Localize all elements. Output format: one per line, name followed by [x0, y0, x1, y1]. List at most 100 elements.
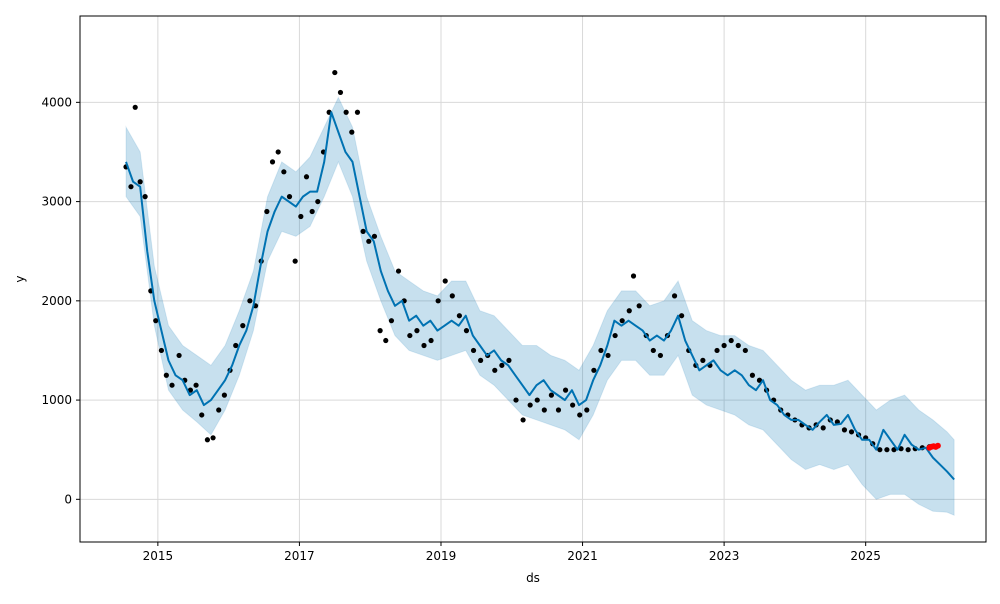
observed-point	[169, 382, 175, 388]
x-axis-ticks: 2015 2017 2019 2021 2023 2025	[143, 542, 881, 563]
observed-point	[898, 446, 904, 452]
observed-point	[541, 407, 547, 413]
observed-point	[584, 407, 590, 413]
observed-point	[520, 417, 526, 423]
observed-point	[891, 447, 897, 453]
observed-point	[137, 179, 143, 185]
observed-point	[142, 194, 148, 200]
observed-point	[332, 69, 338, 76]
y-axis-label: y	[13, 275, 27, 282]
y-tick-label: 1000	[41, 393, 72, 407]
observed-point	[264, 208, 270, 215]
observed-point	[377, 328, 383, 334]
observed-point	[636, 303, 642, 309]
observed-point	[414, 328, 420, 334]
x-tick-label: 2025	[850, 549, 881, 563]
observed-point	[456, 313, 462, 319]
observed-point	[877, 447, 883, 453]
forecast-line-layer	[125, 111, 955, 481]
observed-point	[163, 372, 169, 378]
observed-point	[534, 397, 540, 403]
observed-point	[216, 407, 222, 413]
observed-point	[388, 318, 395, 324]
observed-point	[463, 328, 470, 334]
observed-point	[286, 194, 293, 200]
observed-point	[492, 367, 498, 373]
observed-point	[527, 402, 533, 408]
observed-point	[240, 323, 246, 329]
x-tick-label: 2017	[284, 549, 315, 563]
y-tick-label: 3000	[41, 195, 72, 209]
observed-point	[247, 298, 253, 304]
observed-point	[700, 357, 706, 363]
plot-background	[80, 16, 986, 542]
observed-point	[499, 362, 505, 368]
observed-point	[506, 357, 512, 363]
observed-point	[626, 308, 632, 314]
y-tick-label: 2000	[41, 294, 72, 308]
uncertainty-band	[125, 96, 955, 516]
forecast-line	[125, 111, 955, 481]
observed-point	[298, 213, 304, 220]
observed-point	[421, 342, 427, 349]
x-tick-label: 2021	[567, 549, 598, 563]
observed-point	[905, 447, 911, 453]
x-axis-label: ds	[526, 571, 540, 585]
observed-point	[619, 318, 625, 324]
observed-point	[210, 435, 216, 441]
observed-point	[756, 377, 763, 383]
observed-point	[371, 233, 378, 239]
observed-point	[721, 342, 727, 349]
observed-point	[269, 159, 276, 165]
observed-point	[337, 89, 344, 96]
observed-point	[281, 169, 287, 175]
observed-point	[366, 238, 372, 244]
observed-point	[562, 387, 569, 393]
observed-point	[605, 352, 611, 359]
observed-point	[555, 407, 562, 413]
observed-point	[841, 427, 848, 433]
observed-point	[193, 382, 199, 388]
observed-point	[309, 208, 315, 215]
uncertainty-band-layer	[125, 96, 955, 516]
observed-point	[577, 412, 583, 418]
observed-point	[407, 332, 413, 339]
observed-point	[158, 347, 164, 354]
observed-point	[275, 149, 281, 155]
observed-point	[343, 109, 349, 115]
observed-point	[630, 273, 637, 279]
observed-point	[570, 402, 576, 408]
observed-point	[714, 347, 720, 354]
observed-point	[884, 447, 890, 453]
observed-point	[679, 313, 685, 319]
observed-point	[548, 392, 555, 398]
grid-lines	[80, 16, 986, 542]
highlight-points-layer	[926, 442, 941, 451]
observed-point	[315, 198, 321, 205]
observed-point	[435, 298, 441, 304]
observed-point	[591, 367, 597, 373]
observed-point	[132, 104, 138, 110]
x-tick-label: 2015	[143, 549, 174, 563]
observed-point	[176, 352, 182, 359]
observed-point	[442, 278, 448, 284]
observed-point	[354, 109, 361, 115]
observed-point	[360, 228, 366, 234]
observed-point	[650, 347, 656, 354]
observed-point	[478, 357, 484, 363]
observed-point	[449, 293, 455, 299]
observed-point	[349, 129, 355, 135]
x-tick-label: 2023	[709, 549, 740, 563]
observed-point	[233, 342, 239, 349]
observed-point	[820, 425, 826, 431]
y-tick-label: 4000	[41, 95, 72, 109]
y-tick-label: 0	[64, 492, 72, 506]
observed-point	[728, 337, 734, 344]
observed-point	[749, 372, 756, 378]
highlight-point	[934, 442, 941, 449]
observed-point	[657, 352, 664, 359]
observed-point	[128, 184, 134, 190]
observed-point	[513, 397, 519, 403]
observed-point	[199, 412, 205, 418]
